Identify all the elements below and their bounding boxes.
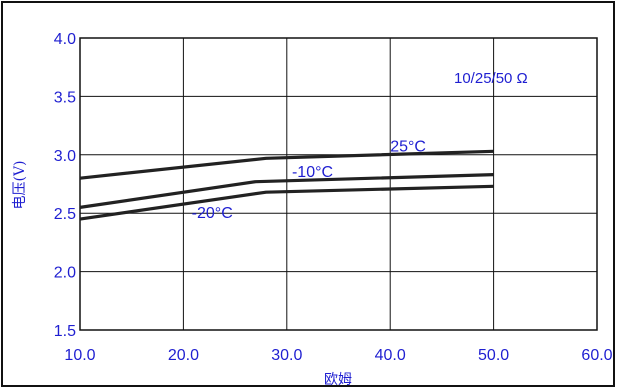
plot-area-border: [79, 37, 598, 331]
x-axis-label: 欧姆: [324, 372, 352, 388]
y-axis-label: 电压(V): [12, 160, 28, 209]
series-labels: 25°C -10°C -20°C: [192, 138, 426, 222]
x-tick-labels: 10.0 20.0 30.0 40.0 50.0 60.0: [64, 347, 612, 364]
y-tick-label: 3.0: [54, 148, 76, 165]
x-tick-label: 60.0: [581, 347, 612, 364]
y-tick-label: 2.5: [54, 206, 76, 223]
y-tick-labels: 1.5 2.0 2.5 3.0 3.5 4.0: [54, 31, 76, 340]
y-tick-label: 4.0: [54, 31, 76, 48]
x-tick-label: 10.0: [64, 347, 95, 364]
series-label-1: -10°C: [292, 164, 333, 181]
y-tick-label: 3.5: [54, 89, 76, 106]
series-line-2: [79, 184, 494, 221]
x-tick-label: 40.0: [375, 347, 406, 364]
series-lines: [79, 149, 494, 221]
x-tick-label: 30.0: [271, 347, 302, 364]
series-label-0: 25°C: [390, 138, 426, 155]
y-tick-label: 1.5: [54, 323, 76, 340]
gridlines: [80, 38, 597, 330]
series-line-0: [79, 149, 494, 180]
x-tick-label: 20.0: [168, 347, 199, 364]
x-tick-label: 50.0: [478, 347, 509, 364]
series-line-1: [79, 173, 494, 209]
y-tick-label: 2.0: [54, 265, 76, 282]
resistance-annotation: 10/25/50 Ω: [454, 70, 528, 87]
series-label-2: -20°C: [192, 205, 233, 222]
